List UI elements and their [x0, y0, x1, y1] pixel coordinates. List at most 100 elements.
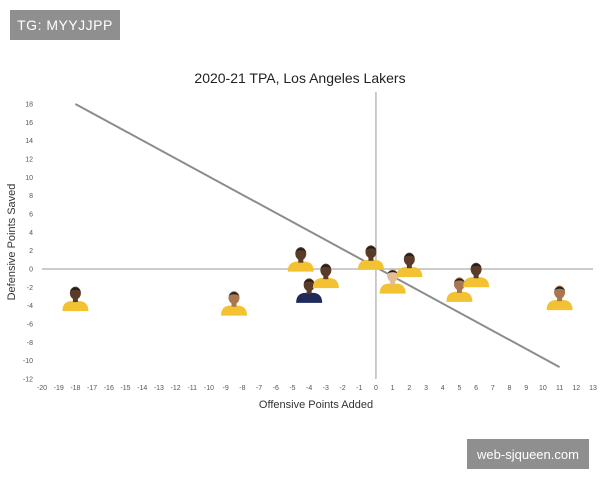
- data-point-player-4: [296, 278, 323, 303]
- y-tick-label: 8: [29, 193, 33, 200]
- x-tick-label: -20: [37, 385, 47, 392]
- x-tick-label: -8: [239, 385, 245, 392]
- player-neck: [323, 275, 329, 280]
- player-neck: [390, 280, 396, 285]
- y-tick-label: -10: [23, 358, 33, 365]
- data-point-player-10: [463, 262, 490, 288]
- data-point-player-8: [396, 252, 423, 278]
- data-point-player-5: [312, 263, 339, 289]
- x-tick-label: -16: [104, 385, 114, 392]
- player-jersey: [62, 301, 89, 312]
- player-neck: [456, 288, 462, 293]
- data-point-player-1: [62, 286, 89, 312]
- x-tick-label: 7: [491, 385, 495, 392]
- y-tick-label: 10: [25, 175, 33, 182]
- x-tick-label: -19: [54, 385, 64, 392]
- player-jersey: [312, 278, 339, 289]
- player-neck: [298, 258, 304, 263]
- site-watermark: web-sjqueen.com: [467, 439, 589, 469]
- player-hair: [69, 287, 81, 292]
- player-neck: [557, 297, 563, 302]
- player-jersey: [463, 277, 490, 288]
- x-tick-label: 4: [441, 385, 445, 392]
- x-axis-label: Offensive Points Added: [259, 399, 373, 411]
- player-jersey: [379, 283, 406, 294]
- y-tick-label: -6: [27, 322, 33, 329]
- y-tick-label: 14: [25, 138, 33, 145]
- y-tick-label: 12: [25, 157, 33, 164]
- y-tick-label: -12: [23, 377, 33, 384]
- data-point-player-9: [446, 277, 473, 302]
- x-tick-label: -5: [289, 385, 295, 392]
- player-hair: [387, 270, 399, 274]
- player-jersey: [296, 292, 323, 303]
- player-hair: [365, 246, 377, 250]
- x-tick-label: 11: [556, 385, 563, 392]
- data-point-player-3: [287, 247, 314, 272]
- player-jersey: [221, 305, 248, 316]
- y-tick-label: 4: [29, 230, 33, 237]
- player-hair: [403, 253, 415, 258]
- tg-watermark: TG: MYYJJPP: [10, 10, 120, 40]
- y-tick-label: 2: [29, 248, 33, 255]
- x-tick-label: 6: [474, 385, 478, 392]
- data-point-player-2: [221, 291, 248, 316]
- x-tick-label: 5: [457, 385, 461, 392]
- data-point-player-7: [379, 269, 406, 294]
- player-neck: [306, 289, 312, 294]
- player-hair: [453, 278, 465, 282]
- x-tick-label: -4: [306, 385, 312, 392]
- player-jersey: [357, 259, 384, 270]
- player-jersey: [396, 267, 423, 278]
- x-tick-label: 9: [524, 385, 528, 392]
- y-tick-label: 18: [25, 102, 33, 109]
- player-neck: [473, 274, 479, 279]
- player-hair: [320, 264, 332, 269]
- player-hair: [228, 292, 240, 296]
- x-tick-label: -7: [256, 385, 262, 392]
- player-hair: [470, 263, 482, 268]
- player-jersey: [287, 261, 314, 272]
- x-tick-label: -3: [323, 385, 329, 392]
- y-tick-label: -2: [27, 285, 33, 292]
- x-tick-label: 8: [508, 385, 512, 392]
- player-neck: [368, 256, 374, 261]
- data-point-player-6: [357, 245, 384, 270]
- player-hair: [303, 279, 315, 283]
- x-tick-label: -6: [273, 385, 279, 392]
- player-neck: [406, 264, 412, 269]
- trend-line: [74, 103, 561, 368]
- x-tick-label: -9: [223, 385, 229, 392]
- x-tick-label: -1: [356, 385, 362, 392]
- x-tick-label: -13: [154, 385, 164, 392]
- y-tick-label: 6: [29, 212, 33, 219]
- x-tick-label: 3: [424, 385, 428, 392]
- x-tick-label: -15: [120, 385, 130, 392]
- player-jersey: [446, 291, 473, 302]
- player-hair: [554, 286, 566, 291]
- y-tick-label: -8: [27, 340, 33, 347]
- y-axis-label: Defensive Points Saved: [6, 184, 18, 301]
- data-point-player-11: [546, 285, 573, 311]
- y-tick-label: 16: [25, 120, 33, 127]
- x-tick-label: -14: [137, 385, 147, 392]
- x-tick-label: 13: [589, 385, 597, 392]
- x-tick-label: 2: [407, 385, 411, 392]
- x-tick-label: -12: [171, 385, 181, 392]
- player-jersey: [546, 300, 573, 311]
- x-tick-label: 12: [572, 385, 580, 392]
- y-tick-label: -4: [27, 303, 33, 310]
- x-tick-label: 10: [539, 385, 547, 392]
- y-tick-label: 0: [29, 267, 33, 274]
- x-tick-label: -18: [70, 385, 80, 392]
- x-tick-label: -17: [87, 385, 97, 392]
- chart-title: 2020-21 TPA, Los Angeles Lakers: [194, 70, 405, 86]
- player-hair: [295, 248, 307, 252]
- player-neck: [72, 298, 78, 303]
- x-tick-label: 0: [374, 385, 378, 392]
- player-neck: [231, 302, 237, 307]
- x-tick-label: -10: [204, 385, 214, 392]
- x-tick-label: -11: [187, 385, 197, 392]
